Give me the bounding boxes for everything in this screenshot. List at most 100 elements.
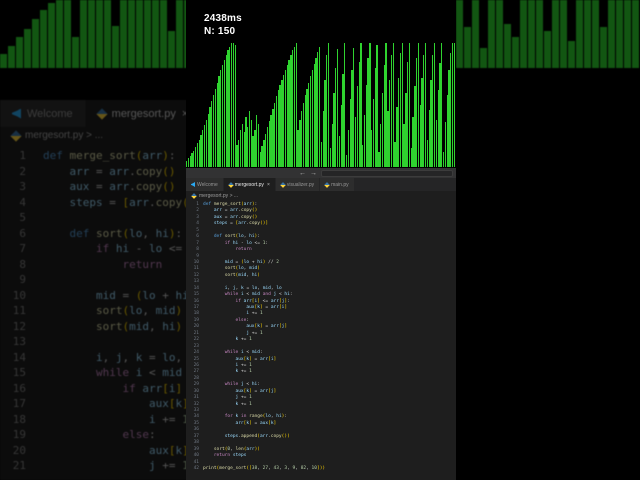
code-line[interactable]: 25 aux[k] = arr[i] [186, 357, 456, 363]
video-column: 2438ms N: 150 ← → Welcome mergesort.py × vi… [186, 0, 456, 480]
sort-bar [423, 55, 425, 167]
code-line[interactable]: 12 sort(mid, hi) [186, 273, 456, 279]
sort-bar [211, 101, 213, 167]
tab-welcome[interactable]: Welcome [186, 178, 224, 191]
code-line: 11 sort(lo, mid) [0, 303, 430, 319]
sort-bar [451, 43, 454, 167]
sort-bar [322, 111, 324, 167]
code-line[interactable]: 2 arr = arr.copy() [186, 208, 456, 214]
code-line[interactable]: 34 for k in range(lo, hi): [186, 414, 456, 420]
sort-bar [387, 111, 389, 167]
code-line[interactable]: 18 i += 1 [186, 311, 456, 317]
code-line[interactable]: 28 [186, 376, 456, 382]
code-line[interactable]: 9 [186, 254, 456, 260]
line-number: 4 [19, 195, 26, 209]
code-line[interactable]: 40 return steps [186, 453, 456, 459]
line-number: 10 [12, 288, 26, 302]
code-line[interactable]: 16 if arr[i] <= arr[j]: [186, 299, 456, 305]
code-line[interactable]: 35 arr[k] = aux[k] [186, 421, 456, 427]
code-line[interactable]: 31 j += 1 [186, 395, 456, 401]
code-line[interactable]: 7 if hi - lo <= 1: [186, 241, 456, 247]
code-line[interactable]: 21 j += 1 [186, 331, 456, 337]
code-text: steps.append(arr.copy()) [224, 433, 290, 439]
code-line[interactable]: 29 while j < hi: [186, 382, 456, 388]
code-line[interactable]: 36 [186, 427, 456, 433]
code-line[interactable]: 1 def merge_sort(arr): [186, 202, 456, 208]
backdrop-bar [56, 0, 63, 68]
sort-bar [270, 114, 272, 167]
code-editor[interactable]: 1 def merge_sort(arr): 2 arr = arr.copy() 3… [186, 200, 456, 480]
code-line[interactable]: 26 i += 1 [186, 363, 456, 369]
forward-arrow-icon[interactable]: → [310, 169, 317, 177]
tab-mergesort-py[interactable]: mergesort.py × [223, 178, 276, 191]
backdrop-bar [0, 54, 7, 68]
code-line[interactable]: 4 steps = [arr.copy()] [186, 221, 456, 227]
code-line[interactable]: 27 k += 1 [186, 369, 456, 375]
line-number: 18 [12, 412, 26, 426]
close-icon[interactable]: × [266, 181, 270, 188]
code-text: for k in range(lo, hi): [224, 414, 288, 420]
code-line[interactable]: 30 aux[k] = arr[j] [186, 389, 456, 395]
line-number: 3 [196, 214, 199, 220]
line-number: 40 [193, 453, 199, 459]
breadcrumb[interactable]: mergesort.py > ... [186, 191, 456, 200]
code-line[interactable]: 10 mid = (lo + hi) // 2 [186, 260, 456, 266]
sort-bar [227, 50, 229, 167]
backdrop-bar [168, 30, 175, 68]
sort-bar [335, 67, 337, 167]
code-line: 8 return [0, 257, 430, 273]
sort-bar [187, 158, 190, 167]
code-line[interactable]: 42 print(merge_sort([38, 27, 43, 3, 9, 82… [186, 466, 456, 472]
code-line[interactable]: 24 while i < mid: [186, 350, 456, 356]
line-number: 4 [196, 221, 199, 227]
line-number: 39 [193, 446, 199, 452]
code-line[interactable]: 39 sort(0, len(arr)) [186, 447, 456, 453]
command-search-input[interactable] [321, 169, 453, 177]
code-line[interactable]: 37 steps.append(arr.copy()) [186, 434, 456, 440]
sort-bar [288, 60, 290, 167]
code-text: while i < mid: [224, 350, 263, 356]
backdrop-bar [528, 0, 535, 68]
code-line[interactable]: 33 [186, 408, 456, 414]
code-line[interactable]: 5 [186, 228, 456, 234]
sort-bar [243, 132, 245, 167]
backdrop-bar [624, 0, 631, 68]
code-line[interactable]: 41 [186, 460, 456, 466]
sort-bar [256, 114, 258, 167]
code-line[interactable]: 13 [186, 279, 456, 285]
code-line[interactable]: 23 [186, 344, 456, 350]
sort-bar [292, 50, 294, 167]
sort-bar [225, 55, 227, 167]
line-number: 8 [19, 257, 26, 271]
back-arrow-icon[interactable]: ← [299, 169, 306, 177]
sort-bar [324, 80, 326, 167]
code-line[interactable]: 11 sort(lo, mid) [186, 266, 456, 272]
code-line[interactable]: 15 while i < mid and j < hi: [186, 292, 456, 298]
code-text: aux[k] = arr[j] [246, 324, 288, 330]
backdrop-bar [592, 0, 599, 68]
code-line[interactable]: 20 aux[k] = arr[j] [186, 324, 456, 330]
sort-bar [205, 119, 208, 167]
code-line[interactable]: 14 i, j, k = lo, mid, lo [186, 286, 456, 292]
code-text: sort(lo, mid) [95, 304, 183, 317]
code-line[interactable]: 6 def sort(lo, hi): [186, 234, 456, 240]
sort-bar [212, 95, 215, 167]
backdrop-bar [32, 19, 39, 68]
backdrop-bar [520, 0, 527, 68]
code-line[interactable]: 38 [186, 440, 456, 446]
tab-visualizer-py[interactable]: visualizer.py [275, 178, 321, 191]
sort-bar [356, 86, 358, 167]
code-line[interactable]: 32 k += 1 [186, 402, 456, 408]
code-line[interactable]: 3 aux = arr.copy() [186, 215, 456, 221]
code-line[interactable]: 22 k += 1 [186, 337, 456, 343]
sort-bar [351, 70, 353, 167]
line-number: 34 [193, 414, 199, 420]
sort-bar [410, 148, 412, 167]
sort-bar [327, 43, 330, 167]
code-line[interactable]: 8 return [186, 247, 456, 253]
code-line[interactable]: 19 else: [186, 318, 456, 324]
tab-main-py[interactable]: main.py [320, 178, 355, 191]
backdrop-bar [600, 27, 607, 68]
code-line[interactable]: 17 aux[k] = arr[i] [186, 305, 456, 311]
sort-bar [407, 61, 409, 167]
